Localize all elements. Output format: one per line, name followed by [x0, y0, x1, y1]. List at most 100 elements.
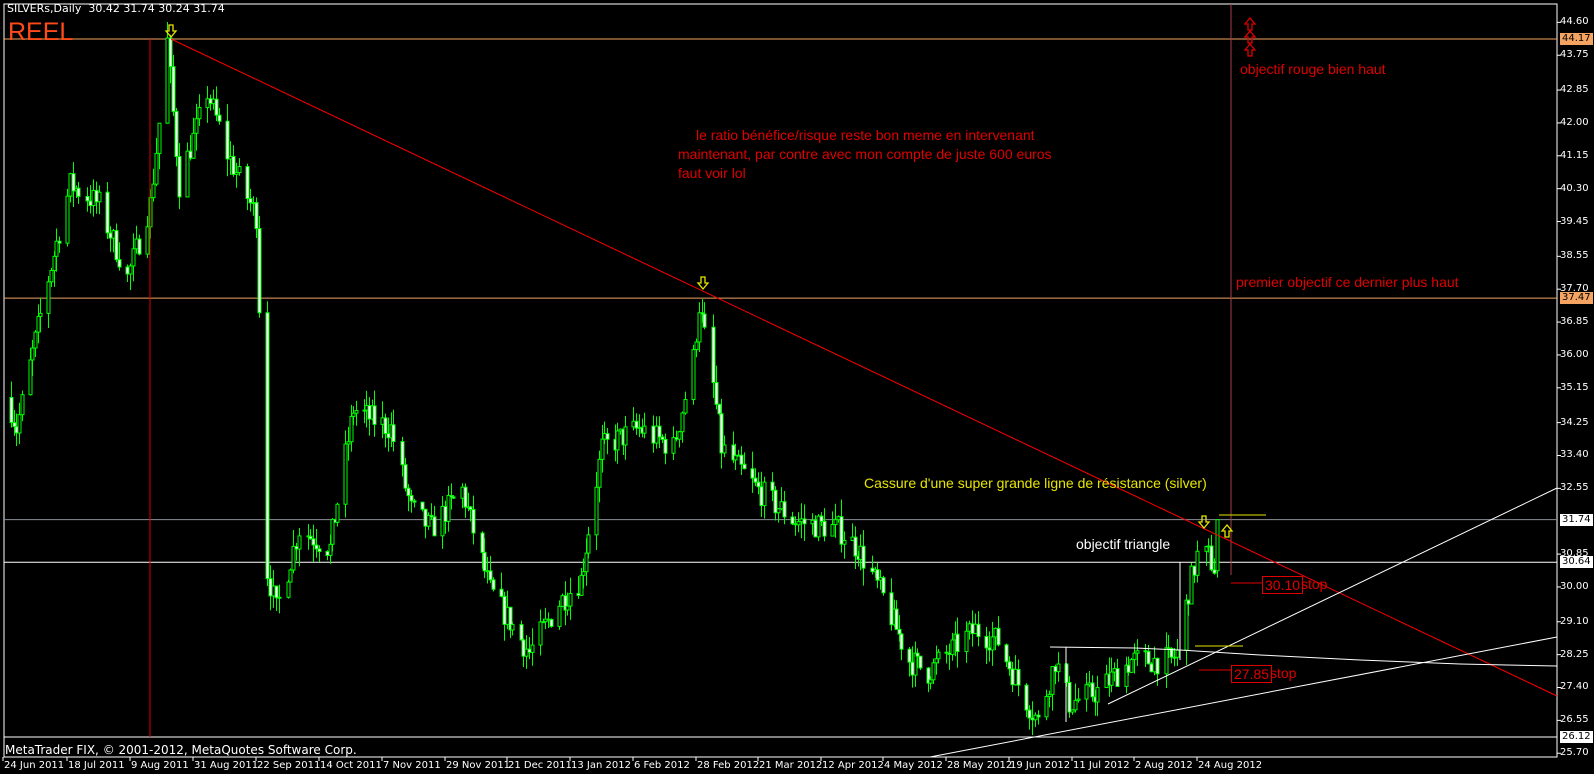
date-tick-label: 21 Mar 2012	[759, 760, 823, 771]
price-level-badge: 37.47	[1560, 292, 1593, 305]
candle-body	[742, 463, 747, 470]
price-tick-label: 29.10	[1560, 615, 1589, 627]
arrow-down-icon	[696, 276, 710, 291]
candle-body	[918, 655, 923, 669]
candle-body	[237, 166, 242, 173]
candle-body	[739, 454, 744, 465]
candle-body	[314, 544, 319, 550]
candle-body	[349, 415, 354, 443]
candle-body	[702, 313, 707, 328]
breakout-note: Cassure d'une super grande ligne de rési…	[864, 475, 1207, 491]
chart-frame	[3, 3, 1558, 758]
candle-body	[773, 489, 778, 514]
candle-body	[881, 577, 886, 594]
candle-body	[597, 458, 602, 488]
candle-body	[1073, 699, 1078, 711]
candle-body	[128, 265, 133, 275]
candle-body	[605, 433, 610, 440]
candle-body	[97, 191, 102, 203]
arrow-up-icon	[1243, 42, 1257, 57]
date-tick-label: 22 Sep 2011	[257, 760, 321, 771]
candle-body	[85, 195, 90, 202]
candle-body	[114, 230, 119, 261]
date-tick-label: 24 Jun 2011	[4, 760, 65, 771]
candle-body	[722, 444, 727, 454]
candle-body	[277, 596, 282, 599]
candle-body	[521, 639, 526, 657]
candle-body	[291, 545, 296, 571]
candle-body	[1033, 714, 1038, 721]
price-tick-label: 43.75	[1560, 49, 1589, 61]
candle-body	[117, 259, 122, 268]
candle-body	[733, 455, 738, 461]
candle-body	[1155, 657, 1160, 675]
candle-body	[897, 628, 902, 635]
candle-body	[671, 437, 676, 454]
candle-body	[753, 477, 758, 483]
candle-body	[317, 548, 322, 552]
candle-body	[54, 240, 59, 257]
candle-body	[346, 441, 351, 445]
date-tick-label: 13 Jan 2012	[571, 760, 631, 771]
price-tick-label: 34.25	[1560, 416, 1589, 428]
date-tick-label: 21 Dec 2011	[508, 760, 572, 771]
red-target-note: objectif rouge bien haut	[1240, 61, 1386, 77]
candle-body	[615, 430, 620, 451]
candle-body	[782, 501, 787, 518]
candle-body	[297, 535, 302, 550]
candle-body	[137, 238, 142, 255]
price-tick-label: 26.55	[1560, 714, 1589, 726]
candle-body	[343, 443, 348, 505]
candle-body	[680, 412, 685, 433]
date-tick-label: 14 Oct 2011	[320, 760, 382, 771]
account-type-label: REEL	[8, 18, 74, 46]
candle-body	[265, 312, 270, 580]
candle-body	[254, 202, 259, 230]
candle-body	[586, 534, 591, 554]
date-tick-label: 4 May 2012	[884, 760, 943, 771]
candle-body	[154, 152, 159, 185]
candle-body	[171, 66, 176, 112]
candle-body	[1175, 649, 1180, 658]
candle-body	[420, 501, 425, 510]
candle-body	[1209, 545, 1214, 571]
ratio-note: le ratio bénéfice/risque reste bon meme …	[678, 126, 1052, 183]
candle-body	[1067, 682, 1072, 713]
candle-body	[468, 506, 473, 510]
candle-body	[46, 281, 51, 314]
stop1-value: 30.10	[1262, 576, 1304, 594]
candle-body	[351, 412, 356, 417]
candle-body	[579, 574, 584, 596]
candle-body	[426, 514, 431, 527]
candle-body	[931, 662, 936, 681]
candle-body	[105, 191, 110, 234]
triangle-top-line	[1049, 646, 1558, 667]
candle-body	[131, 248, 136, 267]
candle-body	[12, 422, 17, 428]
candle-body	[308, 535, 313, 540]
copyright-text: MetaTrader FIX, © 2001-2012, MetaQuotes …	[5, 743, 357, 757]
candle-body	[145, 226, 150, 255]
candle-body	[1024, 684, 1029, 711]
candle-body	[38, 312, 43, 317]
candle-body	[842, 540, 847, 545]
candle-body	[174, 110, 179, 158]
candle-body	[657, 425, 662, 438]
candle-body	[480, 532, 485, 553]
candle-body	[482, 551, 487, 572]
stop2-label: stop	[1270, 665, 1297, 681]
price-tick-label: 30.00	[1560, 580, 1589, 592]
candle-body	[519, 624, 524, 641]
candle-body	[1056, 663, 1061, 673]
candle-body	[403, 464, 408, 489]
arrow-up-icon	[1243, 16, 1257, 31]
candle-body	[499, 588, 504, 597]
candle-body	[65, 195, 70, 244]
candle-body	[600, 438, 605, 460]
candle-body	[165, 37, 170, 124]
date-tick-label: 28 May 2012	[947, 760, 1013, 771]
date-tick-label: 29 Nov 2011	[446, 760, 511, 771]
date-tick-label: 31 Aug 2011	[194, 760, 259, 771]
candle-body	[214, 98, 219, 116]
